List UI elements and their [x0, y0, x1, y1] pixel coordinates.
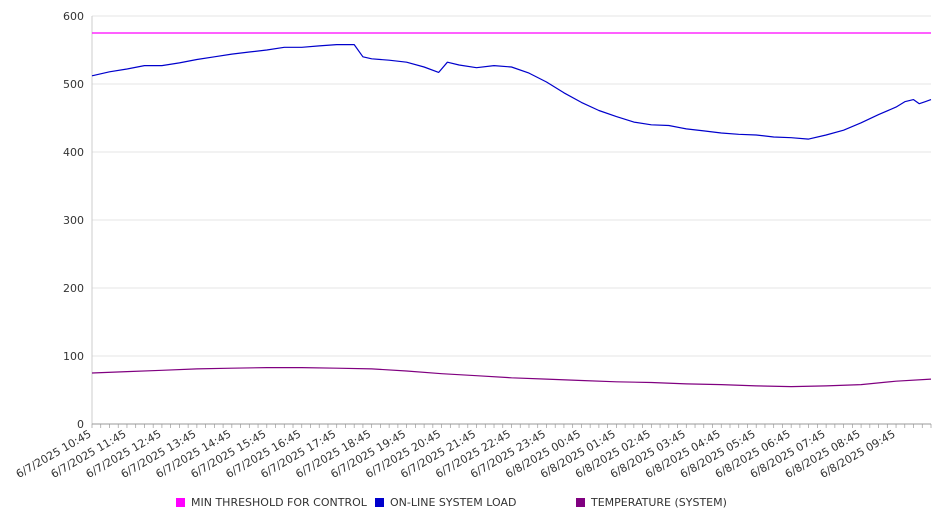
legend-item: MIN THRESHOLD FOR CONTROL: [176, 496, 367, 509]
legend-swatch: [375, 498, 384, 507]
series-lines: [91, 32, 932, 388]
y-tick-label: 500: [63, 78, 84, 91]
legend-label: MIN THRESHOLD FOR CONTROL: [191, 496, 367, 509]
grid-lines: [92, 15, 931, 357]
y-tick-label: 100: [63, 350, 84, 363]
legend-swatch: [176, 498, 185, 507]
legend-item: TEMPERATURE (SYSTEM): [576, 496, 727, 509]
y-tick-label: 400: [63, 146, 84, 159]
y-tick-label: 200: [63, 282, 84, 295]
series-line-on-line-system-load: [91, 44, 932, 140]
legend-item: ON-LINE SYSTEM LOAD: [375, 496, 516, 509]
legend-swatch: [576, 498, 585, 507]
y-tick-label: 300: [63, 214, 84, 227]
legend-label: ON-LINE SYSTEM LOAD: [390, 496, 517, 509]
y-tick-label: 0: [77, 418, 84, 431]
legend-label: TEMPERATURE (SYSTEM): [591, 496, 727, 509]
axes: [91, 16, 932, 428]
y-tick-label: 600: [63, 10, 84, 23]
series-line-temperature-system: [91, 367, 932, 388]
chart-legend: MIN THRESHOLD FOR CONTROL ON-LINE SYSTEM …: [0, 496, 946, 516]
